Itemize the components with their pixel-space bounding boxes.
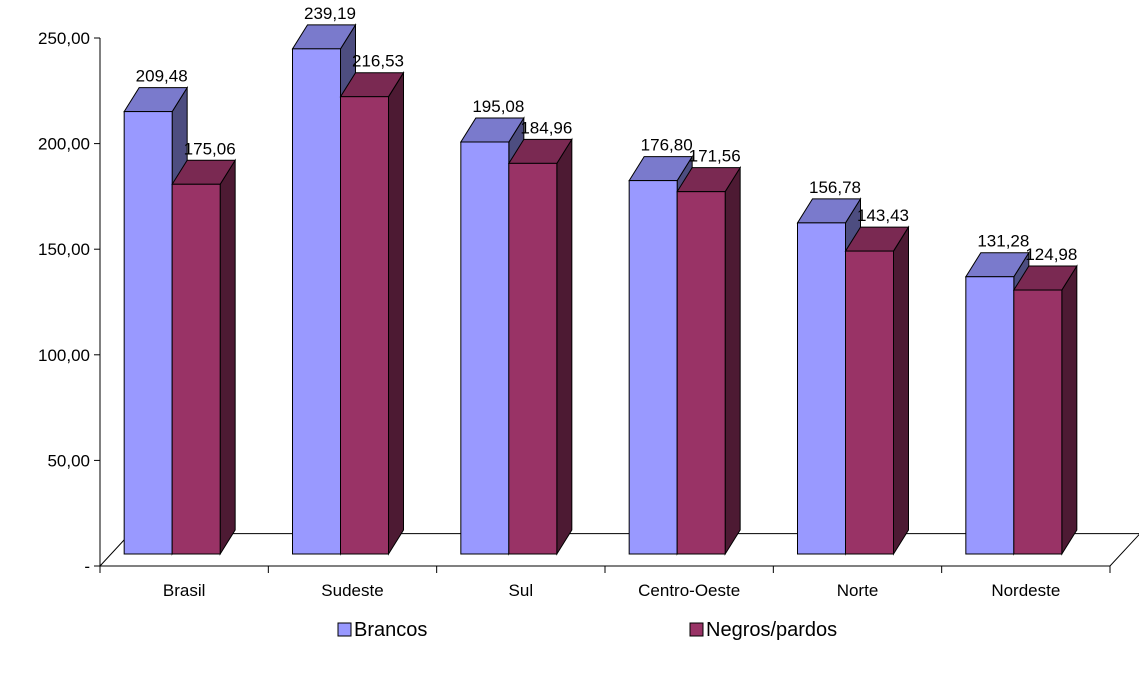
- bar: [171, 158, 237, 556]
- legend-item: Brancos: [337, 619, 427, 641]
- data-label: 239,19: [304, 4, 356, 23]
- y-tick-label: 150,00: [38, 240, 90, 259]
- bar: [1012, 264, 1078, 556]
- bar-side: [893, 225, 909, 556]
- axes: - 50,00 100,00 150,00 200,00 250,00 Brasil Sude…: [38, 29, 1111, 600]
- legend-label: Brancos: [354, 619, 427, 641]
- x-tick-label: Brasil: [163, 581, 206, 600]
- data-label: 143,43: [857, 206, 909, 225]
- data-label: 171,56: [689, 147, 741, 166]
- bar-side: [388, 70, 404, 556]
- bar-side: [556, 137, 573, 556]
- bars: [123, 23, 1078, 556]
- data-label: 209,48: [136, 67, 188, 86]
- legend-label: Negros/pardos: [706, 619, 837, 641]
- data-label: 124,98: [1025, 245, 1077, 264]
- legend-swatch: [337, 622, 352, 637]
- data-label: 184,96: [520, 118, 572, 137]
- x-tick-label: Nordeste: [991, 581, 1060, 600]
- legend-swatch: [689, 622, 704, 637]
- bar-front: [845, 250, 894, 555]
- bar-front: [676, 191, 726, 555]
- legend: Brancos Negros/pardos: [337, 619, 837, 641]
- y-tick-label: 100,00: [38, 346, 90, 365]
- y-tick-label: 200,00: [38, 135, 90, 154]
- y-tick-label: 250,00: [38, 29, 90, 48]
- data-label: 216,53: [352, 52, 404, 71]
- bar-front: [171, 183, 221, 555]
- x-tick-label: Norte: [837, 581, 879, 600]
- data-label: 195,08: [472, 97, 524, 116]
- bar-side: [219, 158, 236, 556]
- x-tick-label: Sudeste: [321, 581, 383, 600]
- y-tick-label: 50,00: [47, 451, 90, 470]
- bar-front: [965, 276, 1015, 555]
- data-label: 175,06: [184, 139, 236, 158]
- bar-front: [292, 48, 341, 555]
- legend-item: Negros/pardos: [689, 619, 837, 641]
- data-label: 156,78: [809, 178, 861, 197]
- x-tick-label: Centro-Oeste: [638, 581, 740, 600]
- bar-front: [460, 141, 510, 555]
- bar-front: [123, 111, 173, 555]
- bar-front: [797, 222, 846, 555]
- y-tick-label: -: [84, 557, 90, 576]
- bar-side: [724, 165, 741, 556]
- data-labels: 209,48 175,06 239,19 216,53 195,08 184,96 176,…: [136, 4, 1078, 264]
- bar: [844, 225, 910, 556]
- bar-front: [1013, 289, 1063, 555]
- data-label: 131,28: [977, 232, 1029, 251]
- bar: [507, 137, 573, 556]
- x-tick-label: Sul: [509, 581, 534, 600]
- bar: [339, 70, 405, 556]
- bar-front: [340, 96, 389, 555]
- bar-front: [628, 180, 678, 555]
- bar: [676, 165, 742, 556]
- data-label: 176,80: [641, 136, 693, 155]
- bar-front: [508, 162, 558, 555]
- bar-side: [1061, 264, 1078, 556]
